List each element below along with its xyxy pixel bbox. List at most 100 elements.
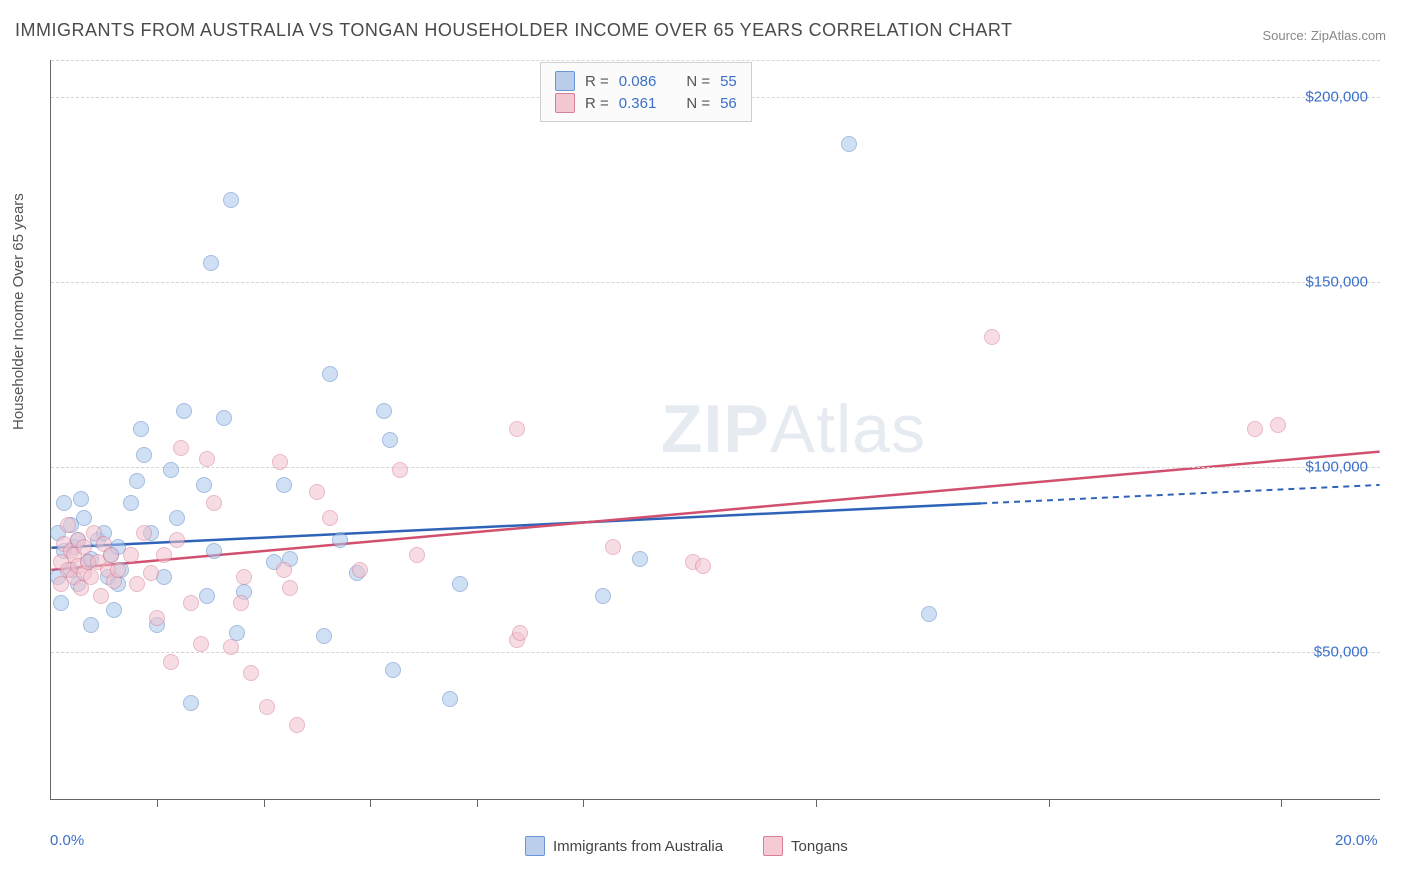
data-point xyxy=(136,525,152,541)
data-point xyxy=(56,495,72,511)
swatch-icon xyxy=(555,71,575,91)
swatch-icon xyxy=(555,93,575,113)
data-point xyxy=(156,547,172,563)
gridline xyxy=(51,652,1380,653)
data-point xyxy=(206,495,222,511)
data-point xyxy=(595,588,611,604)
y-tick-label: $150,000 xyxy=(1305,274,1368,291)
data-point xyxy=(605,539,621,555)
x-axis-label-max: 20.0% xyxy=(1335,832,1378,849)
data-point xyxy=(143,565,159,581)
data-point xyxy=(183,695,199,711)
chart-title: IMMIGRANTS FROM AUSTRALIA VS TONGAN HOUS… xyxy=(15,20,1013,41)
data-point xyxy=(133,421,149,437)
stat-r-label: R = xyxy=(585,95,609,112)
data-point xyxy=(76,510,92,526)
data-point xyxy=(199,451,215,467)
y-tick-label: $50,000 xyxy=(1314,644,1368,661)
data-point xyxy=(322,366,338,382)
data-point xyxy=(632,551,648,567)
stat-r-value: 0.086 xyxy=(619,73,657,90)
legend-row: R = 0.086 N = 55 xyxy=(555,71,737,91)
data-point xyxy=(223,192,239,208)
data-point xyxy=(76,539,92,555)
data-point xyxy=(385,662,401,678)
correlation-legend: R = 0.086 N = 55 R = 0.361 N = 56 xyxy=(540,62,752,122)
data-point xyxy=(282,580,298,596)
data-point xyxy=(169,510,185,526)
data-point xyxy=(173,440,189,456)
data-point xyxy=(1247,421,1263,437)
gridline xyxy=(51,60,1380,61)
data-point xyxy=(289,717,305,733)
y-tick-label: $100,000 xyxy=(1305,459,1368,476)
data-point xyxy=(276,562,292,578)
data-point xyxy=(93,588,109,604)
swatch-icon xyxy=(525,836,545,856)
y-tick-label: $200,000 xyxy=(1305,89,1368,106)
data-point xyxy=(272,454,288,470)
watermark: ZIPAtlas xyxy=(661,390,926,468)
data-point xyxy=(695,558,711,574)
data-point xyxy=(243,665,259,681)
data-point xyxy=(309,484,325,500)
data-point xyxy=(199,588,215,604)
scatter-plot: ZIPAtlas $50,000 $100,000 $150,000 $200,000 xyxy=(50,60,1380,800)
swatch-icon xyxy=(763,836,783,856)
stat-n-label: N = xyxy=(686,73,710,90)
x-tick xyxy=(1049,799,1050,807)
data-point xyxy=(276,477,292,493)
data-point xyxy=(452,576,468,592)
y-axis-label: Householder Income Over 65 years xyxy=(10,193,27,430)
data-point xyxy=(83,617,99,633)
data-point xyxy=(382,432,398,448)
stat-n-value: 56 xyxy=(720,95,737,112)
data-point xyxy=(136,447,152,463)
data-point xyxy=(233,595,249,611)
data-point xyxy=(316,628,332,644)
stat-n-label: N = xyxy=(686,95,710,112)
x-tick xyxy=(370,799,371,807)
data-point xyxy=(223,639,239,655)
data-point xyxy=(984,329,1000,345)
legend-item-tongans: Tongans xyxy=(763,836,848,856)
data-point xyxy=(841,136,857,152)
source-attribution: Source: ZipAtlas.com xyxy=(1262,28,1386,43)
data-point xyxy=(60,517,76,533)
data-point xyxy=(163,654,179,670)
data-point xyxy=(73,491,89,507)
legend-label: Tongans xyxy=(791,838,848,855)
legend-item-australia: Immigrants from Australia xyxy=(525,836,723,856)
data-point xyxy=(236,569,252,585)
legend-label: Immigrants from Australia xyxy=(553,838,723,855)
data-point xyxy=(129,473,145,489)
data-point xyxy=(259,699,275,715)
data-point xyxy=(352,562,368,578)
data-point xyxy=(193,636,209,652)
data-point xyxy=(332,532,348,548)
data-point xyxy=(921,606,937,622)
data-point xyxy=(376,403,392,419)
data-point xyxy=(163,462,179,478)
data-point xyxy=(103,547,119,563)
stat-r-value: 0.361 xyxy=(619,95,657,112)
legend-row: R = 0.361 N = 56 xyxy=(555,93,737,113)
data-point xyxy=(509,421,525,437)
data-point xyxy=(183,595,199,611)
x-tick xyxy=(583,799,584,807)
stat-n-value: 55 xyxy=(720,73,737,90)
data-point xyxy=(129,576,145,592)
data-point xyxy=(123,495,139,511)
chart-container: IMMIGRANTS FROM AUSTRALIA VS TONGAN HOUS… xyxy=(0,0,1406,892)
data-point xyxy=(123,547,139,563)
data-point xyxy=(106,602,122,618)
x-tick xyxy=(157,799,158,807)
stat-r-label: R = xyxy=(585,73,609,90)
data-point xyxy=(229,625,245,641)
data-point xyxy=(1270,417,1286,433)
data-point xyxy=(110,562,126,578)
x-axis-label-min: 0.0% xyxy=(50,832,84,849)
data-point xyxy=(176,403,192,419)
data-point xyxy=(83,569,99,585)
data-point xyxy=(203,255,219,271)
